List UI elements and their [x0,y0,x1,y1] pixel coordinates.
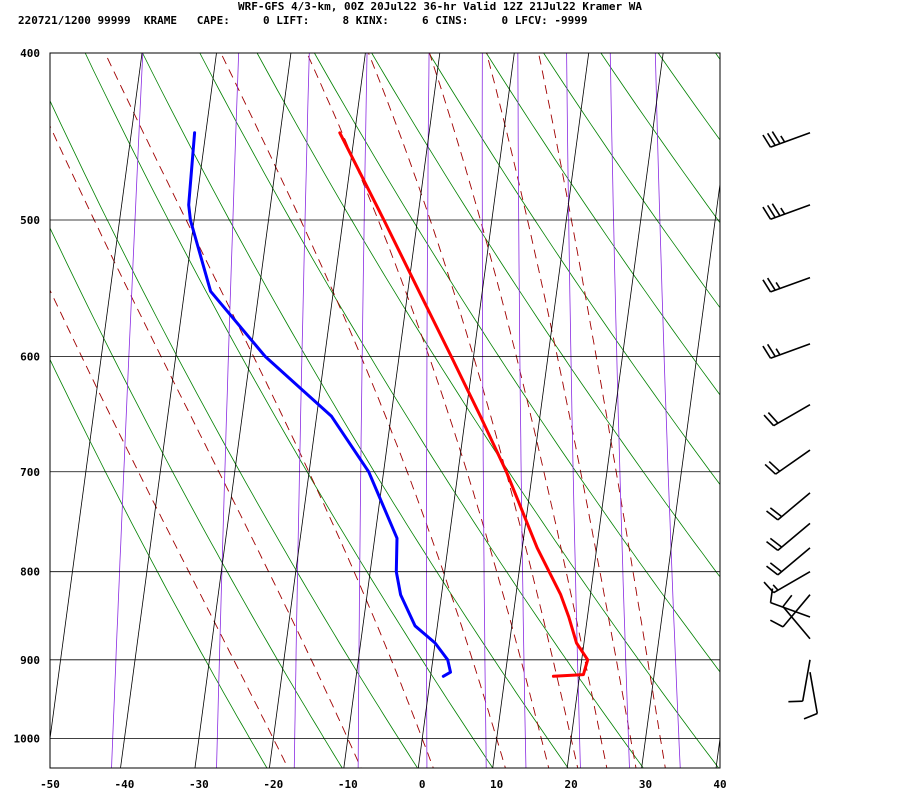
pressure-tick-labels: 400 500 600 700 800 900 1000 [14,47,41,746]
moist-adiabat [368,53,579,768]
isotherm [715,738,720,768]
wind-barb [762,203,811,220]
wind-barb [762,276,811,293]
wind-barb [766,547,811,576]
pressure-tick-label: 1000 [14,733,41,746]
wind-barb [762,343,811,359]
isotherm [268,738,274,768]
wind-barb [763,404,811,427]
temperature-tick-label: 0 [419,778,426,791]
profiles [187,131,590,678]
wind-barbs [762,131,819,720]
mixing-ratio-line [111,53,144,768]
pressure-tick-label: 900 [20,654,40,667]
dry-adiabat [428,53,720,486]
pressure-tick-label: 700 [20,466,40,479]
temperature-tick-label: 40 [713,778,726,791]
moist-adiabat [486,53,637,768]
isotherm [645,181,720,739]
thermo-background-lines [50,15,900,800]
mixing-ratio-line [481,53,487,768]
isotherm [194,738,200,768]
wind-barb [766,492,811,521]
isotherm [50,738,51,742]
mixing-ratio-line [517,53,527,768]
chart-title: WRF-GFS 4/3-km, 00Z 20Jul22 36-hr Valid … [238,0,642,13]
wind-barb [763,570,811,594]
isotherm [492,738,498,768]
moist-adiabat [50,289,289,768]
dewpoint-profile [187,131,452,678]
isotherm [641,738,646,768]
plot-frame [49,52,721,769]
isotherm [124,53,217,739]
sounding-indices: 220721/1200 99999 KRAME CAPE: 0 LIFT: 8 … [18,14,588,27]
temperature-tick-label: -10 [338,778,358,791]
temperature-tick-label: -40 [115,778,135,791]
isotherm [272,53,366,739]
mixing-ratio-line [609,53,630,768]
temperature-tick-label: -50 [40,778,60,791]
dry-adiabat [142,53,569,768]
wind-barb [766,522,811,552]
wind-barb [764,449,811,475]
pressure-tick-label: 500 [20,214,40,227]
isotherm [719,735,720,739]
temperature-tick-label: 20 [564,778,577,791]
wind-barb [782,594,811,640]
isotherm [496,53,590,739]
wind-barb [788,659,811,703]
mixing-ratio-line [426,53,430,768]
dry-adiabat [50,358,268,768]
dry-adiabat [745,15,900,800]
dry-adiabat [600,53,720,224]
isotherm [417,738,423,768]
temperature-tick-labels: -50 -40 -30 -20 -10 0 10 20 30 40 [40,778,727,791]
temperature-tick-label: 10 [490,778,503,791]
dry-adiabat [84,53,494,768]
dry-adiabat [50,99,418,768]
mixing-ratio-line [293,53,310,768]
mixing-ratio-line [216,53,240,768]
moist-adiabat [429,53,608,768]
dry-adiabat [313,53,720,673]
isotherm [570,53,664,739]
pressure-tick-label: 600 [20,350,40,363]
temperature-tick-label: 30 [639,778,652,791]
dry-adiabat [801,15,900,800]
wind-barb [762,131,811,148]
isotherm [343,738,349,768]
mixing-ratio-line [566,53,581,768]
dry-adiabat [256,53,720,768]
dry-adiabat [199,53,644,768]
isotherm [347,53,441,739]
dry-adiabat [371,53,720,578]
dry-adiabat [858,15,900,800]
moist-adiabat [50,124,362,768]
grid [50,53,720,768]
mixing-ratio-line [357,53,368,768]
temperature-tick-label: -30 [189,778,209,791]
wind-barb [803,672,819,720]
isotherm [50,53,143,739]
isotherm [421,53,515,739]
wind-barb [769,594,811,628]
moist-adiabat [306,53,550,768]
mixing-ratio-line [654,53,681,768]
isotherm [566,738,572,768]
dry-adiabat [50,227,343,768]
dry-adiabat [485,53,720,396]
pressure-tick-label: 400 [20,47,40,60]
isotherm [198,53,292,739]
temperature-tick-label: -20 [263,778,283,791]
isotherm [120,738,125,768]
temperature-profile [338,131,590,678]
moist-adiabat [538,53,666,768]
dry-adiabat [543,53,720,309]
moist-adiabat [104,53,434,768]
wind-barb [769,588,811,618]
pressure-tick-label: 800 [20,566,40,579]
dry-adiabat [657,53,720,141]
